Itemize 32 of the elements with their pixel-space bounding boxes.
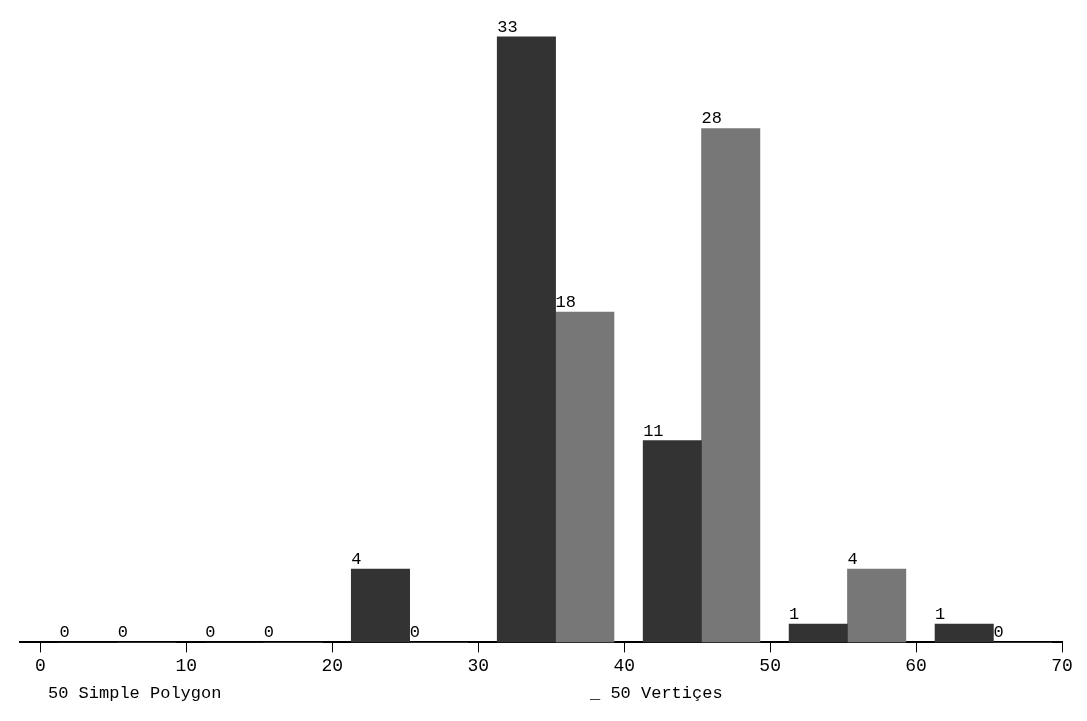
data-label: 0 [409, 623, 420, 643]
x-tick-label: 0 [35, 655, 46, 676]
x-tick-label: 50 [759, 655, 781, 676]
data-label: 11 [643, 421, 664, 441]
x-tick-label: 70 [1051, 655, 1073, 676]
text: 50 Simple Polygon [48, 684, 222, 703]
x-tick-label: 30 [467, 655, 490, 676]
bar [642, 440, 702, 643]
x-tick-label: 60 [905, 655, 927, 676]
data-label: 18 [555, 293, 576, 313]
bar [701, 128, 761, 643]
data-label: 4 [351, 549, 362, 569]
data-label: 0 [205, 623, 216, 643]
data-label: 1 [789, 605, 800, 625]
bar [350, 568, 410, 643]
data-label: 33 [497, 17, 518, 37]
data-label: 0 [59, 623, 70, 643]
data-label: 1 [935, 605, 946, 625]
bar [788, 623, 848, 643]
data-label: 4 [847, 549, 858, 569]
x-tick-label: 20 [321, 655, 344, 676]
data-label: 0 [117, 623, 128, 643]
bar [847, 568, 907, 643]
data-label: 28 [701, 109, 722, 129]
bar [934, 623, 994, 643]
bar [496, 36, 556, 643]
bar [555, 311, 615, 643]
data-label: 0 [263, 623, 274, 643]
data-label: 0 [993, 623, 1004, 643]
x-tick-label: 10 [175, 655, 198, 676]
text: _ 50 Vertiçes [590, 684, 723, 703]
x-tick-label: 40 [613, 655, 635, 676]
